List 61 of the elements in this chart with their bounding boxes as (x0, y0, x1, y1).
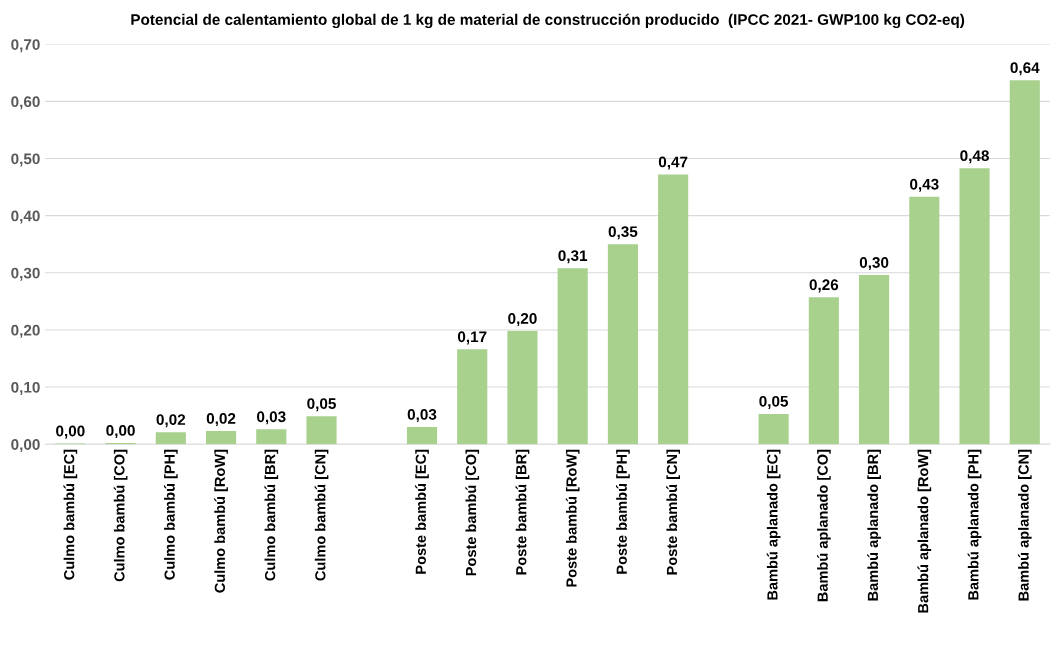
y-tick-label: 0,70 (11, 39, 40, 53)
y-tick-label: 0,20 (11, 324, 40, 338)
data-label: 0,05 (759, 395, 789, 409)
x-tick-label: Culmo bambú [PH] (163, 449, 178, 580)
data-label: 0,03 (407, 409, 437, 423)
bar (306, 416, 337, 445)
bar (557, 268, 588, 445)
bar (256, 429, 287, 445)
data-label: 0,47 (658, 156, 688, 170)
data-label: 0,00 (106, 425, 135, 439)
bar (758, 413, 789, 445)
data-label: 0,48 (960, 150, 989, 164)
bar (205, 431, 237, 445)
data-label: 0,30 (859, 257, 889, 271)
data-label: 0,64 (1010, 62, 1040, 76)
x-tick-label: Culmo bambú [BR] (264, 449, 279, 581)
data-label: 0,03 (257, 411, 286, 425)
x-tick-label: Poste bambú [CN] (666, 449, 681, 575)
x-tick-label: Poste bambú [CO] (465, 449, 480, 576)
x-tick-label: Poste bambú [PH] (616, 449, 630, 574)
data-label: 0,00 (56, 425, 85, 439)
x-tick-label: Culmo bambú [CN] (314, 449, 329, 581)
bar (959, 168, 990, 445)
data-label: 0,17 (457, 331, 487, 345)
bar (406, 427, 438, 445)
x-tick-label: Culmo bambú [RoW] (214, 449, 228, 593)
bar (607, 244, 638, 445)
data-label: 0,35 (608, 226, 638, 240)
x-tick-label: Culmo bambú [CO] (113, 449, 128, 582)
y-tick-label: 0,40 (11, 210, 40, 224)
x-tick-label: Bambú aplanado [CN] (1017, 449, 1032, 601)
bar (457, 349, 488, 445)
x-tick-label: Bambú aplanado [RoW] (917, 449, 932, 613)
data-label: 0,31 (558, 250, 588, 264)
x-tick-label: Poste bambú [BR] (515, 449, 530, 575)
bar (1009, 80, 1040, 445)
y-tick-label: 0,30 (11, 267, 40, 281)
y-tick-label: 0,00 (11, 439, 40, 453)
bar (155, 432, 186, 445)
y-tick-label: 0,50 (11, 153, 40, 167)
data-label: 0,43 (910, 178, 939, 192)
bar (808, 297, 839, 445)
bar (859, 275, 890, 445)
x-tick-label: Bambú aplanado [CO] (816, 449, 831, 602)
data-label: 0,26 (809, 279, 839, 293)
x-tick-label: Bambú aplanado [BR] (867, 449, 881, 601)
x-tick-label: Poste bambú [RoW] (565, 449, 580, 587)
bar (507, 331, 538, 445)
data-label: 0,02 (156, 414, 186, 428)
x-tick-label: Culmo bambú [EC] (63, 449, 78, 580)
y-tick-label: 0,60 (11, 96, 40, 110)
x-tick-label: Bambú aplanado [PH] (967, 449, 982, 600)
data-label: 0,20 (508, 313, 537, 327)
data-label: 0,05 (307, 398, 336, 412)
x-tick-label: Bambú aplanado [EC] (766, 449, 781, 600)
y-tick-label: 0,10 (11, 381, 40, 395)
bar (909, 196, 940, 445)
data-label: 0,02 (206, 413, 236, 427)
x-tick-label: Poste bambú [EC] (415, 449, 429, 574)
bar (658, 174, 689, 445)
chart-title: Potencial de calentamiento global de 1 kg de material de construcción producido (IPCC 2021- GWP100 kg CO2-eq) (131, 13, 965, 29)
